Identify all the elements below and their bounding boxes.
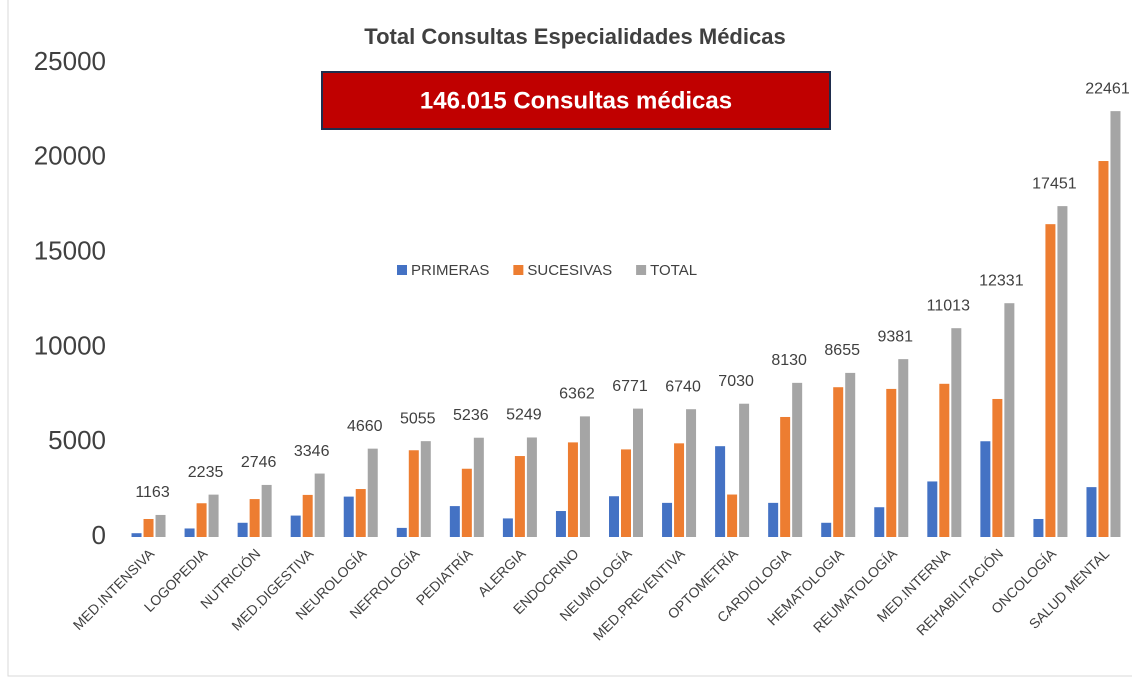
data-label: 12331 [979,272,1024,289]
bar [420,441,431,537]
bar [1004,303,1015,537]
bar [143,518,154,537]
data-label: 6740 [665,378,701,395]
bar [939,383,950,537]
bar [461,468,472,537]
bar [155,514,166,537]
bar [792,382,803,537]
bar [555,511,566,537]
bar [249,499,260,537]
bar [992,398,1003,537]
bar [927,481,938,537]
bar [739,403,750,537]
data-label: 5249 [506,407,542,424]
bar [780,416,791,537]
legend-label: PRIMERAS [411,262,489,279]
bar [196,503,207,537]
bar [514,456,525,537]
bar [237,522,248,537]
bar [633,408,643,537]
data-label: 5055 [400,410,436,427]
chart-title: Total Consultas Especialidades Médicas [364,24,785,49]
legend-swatch [636,265,647,275]
data-label: 6771 [612,378,648,395]
bar [184,528,195,537]
bar [290,515,301,537]
bar [314,473,325,537]
bar [951,328,962,537]
bar [898,359,909,537]
y-tick-label: 5000 [48,425,106,455]
bar [131,533,142,537]
x-tick-label: PEDIATRÍA [413,545,476,608]
data-label: 17451 [1032,175,1077,192]
data-label: 8130 [771,352,807,369]
bar [609,496,619,537]
bar [396,527,407,537]
annotation-box [321,71,831,130]
bar [1110,111,1121,538]
y-tick-label: 0 [92,520,106,550]
bar [526,437,537,537]
bar [208,494,219,537]
bar [502,518,513,537]
bar [261,484,272,537]
bar [662,502,673,537]
bar [980,441,991,537]
data-label: 3346 [294,443,330,460]
bar [727,494,738,537]
annotation: 146.015 Consultas médicas [420,87,732,114]
data-label: 11013 [927,297,970,314]
bar [674,443,685,537]
bar [821,522,832,537]
y-tick-label: 25000 [34,46,106,76]
bar [579,416,590,537]
bar [1045,224,1056,537]
y-tick-label: 20000 [34,141,106,171]
data-label: 4660 [347,418,383,435]
chart-border [7,0,1132,677]
bar [355,489,366,537]
data-label: 6362 [559,386,595,403]
x-tick-label: ALERGIA [474,545,529,600]
bar [1033,518,1044,537]
data-label: 9381 [877,328,913,345]
bar [768,502,779,537]
bar [302,494,313,537]
data-label: 1163 [135,484,170,501]
bar [567,442,578,537]
bar [874,507,885,537]
bar [686,409,697,537]
legend-label: SUCESIVAS [527,262,612,279]
legend-swatch [513,265,524,275]
bar [715,446,726,537]
data-label: 22461 [1085,80,1130,97]
bar [1057,206,1068,538]
data-label: 2235 [188,464,224,481]
bar [1098,161,1109,537]
data-label: 8655 [824,342,860,359]
data-label: 2746 [241,454,277,471]
data-label: 7030 [718,373,754,390]
y-tick-label: 15000 [34,235,106,265]
bar [343,496,354,537]
y-tick-label: 10000 [34,330,106,360]
bar [449,506,460,537]
x-tick-label: MED.PREVENTIVA [590,545,689,644]
x-tick-label: MED.INTENSIVA [70,545,158,633]
bar [367,448,378,537]
bar [1086,487,1097,537]
bar [473,437,484,537]
bar [886,388,897,537]
bar [408,450,419,537]
bar [621,449,631,537]
data-label: 5236 [453,407,489,424]
legend-label: TOTAL [650,262,697,279]
bar [833,387,844,537]
legend-swatch [397,265,407,275]
bar [845,372,856,537]
